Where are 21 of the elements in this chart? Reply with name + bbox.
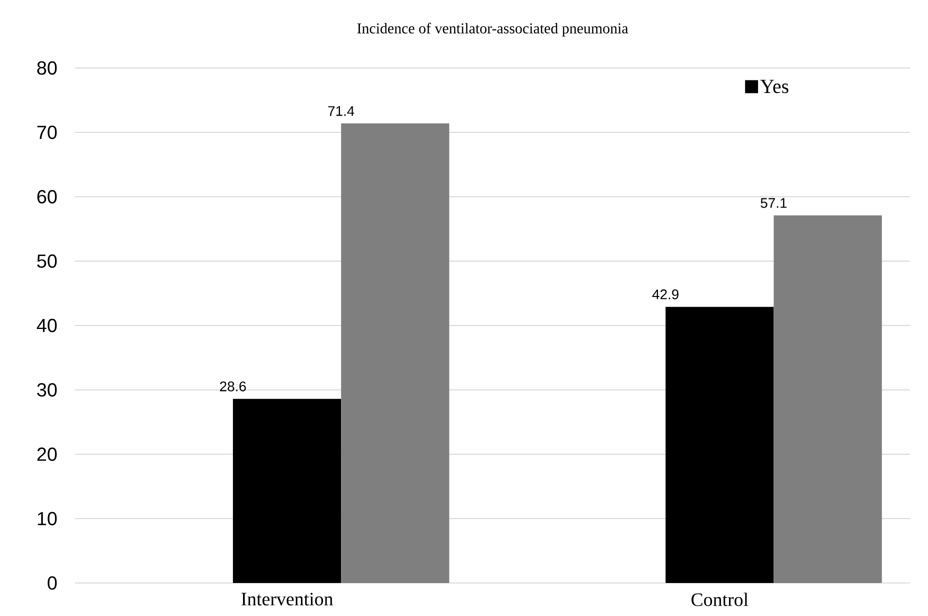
y-tick-label: 80 (37, 61, 57, 75)
legend-label: Yes (760, 80, 788, 94)
y-tick-label: 30 (37, 383, 57, 397)
bar (774, 215, 882, 583)
data-label: 57.1 (760, 198, 787, 208)
y-tick-label: 20 (37, 448, 57, 461)
y-tick-label: 60 (37, 190, 57, 204)
x-tick-label: Intervention (241, 592, 333, 606)
bar (232, 398, 342, 583)
data-label: 71.4 (328, 106, 354, 116)
bar (666, 306, 774, 583)
data-label: 42.9 (652, 289, 678, 300)
chart-title: Incidence of ventilator-associated pneumonia (357, 22, 628, 36)
y-tick-label: 50 (37, 254, 57, 268)
y-tick-label: 0 (48, 576, 57, 590)
y-tick-label: 40 (36, 318, 57, 332)
y-tick-label: 70 (37, 126, 57, 140)
data-label: 28.6 (220, 381, 246, 392)
y-tick-label: 10 (38, 512, 57, 526)
x-tick-label: Control (692, 592, 748, 606)
bar (341, 123, 450, 583)
